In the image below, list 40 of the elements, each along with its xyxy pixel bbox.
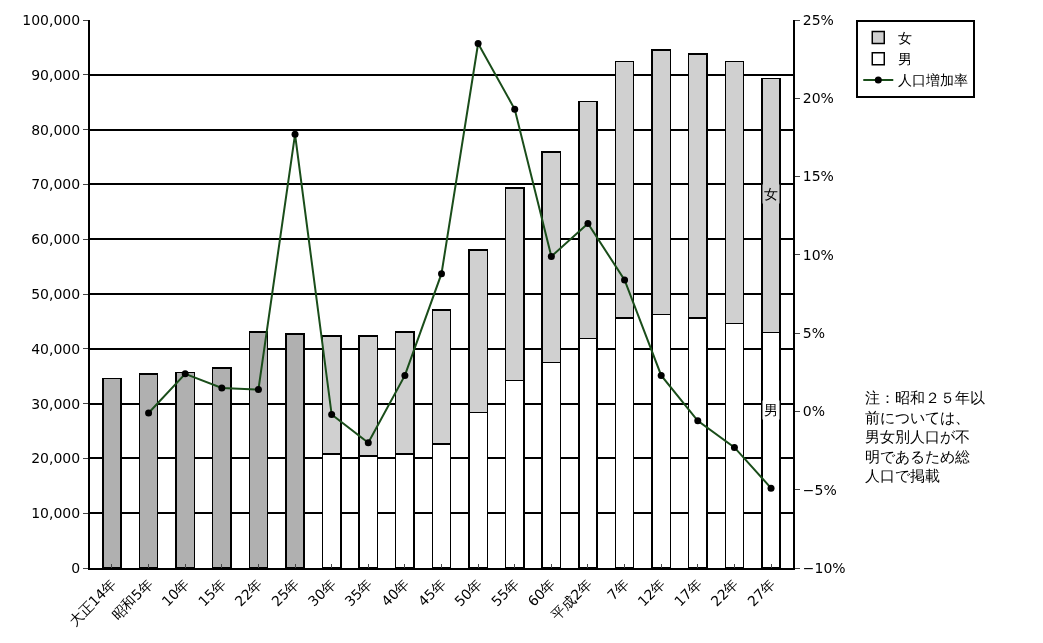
y2-tick-label: −5% — [802, 481, 837, 498]
annotation: 男 — [764, 402, 778, 418]
x-tick-label: 17年 — [671, 575, 705, 610]
x-tick-label: 15年 — [195, 575, 229, 610]
y-tick-label: 60,000 — [31, 231, 81, 248]
y-tick-label: 70,000 — [31, 176, 81, 193]
y-tick-label: 0 — [71, 559, 81, 576]
x-tick-label: 50年 — [451, 575, 486, 610]
x-tick-label: 12年 — [634, 575, 669, 610]
y-tick-label: 20,000 — [31, 450, 81, 467]
y2-tick-label: 25% — [802, 11, 834, 28]
x-tick-label: 22年 — [707, 575, 742, 610]
y2-tick-label: 10% — [802, 246, 834, 263]
y-tick-label: 100,000 — [22, 11, 81, 28]
text: 注：昭和２５年以前については、男女別人口が不明であるため総人口で掲載 — [865, 389, 985, 485]
x-tick-label: 35年 — [341, 575, 376, 610]
x-tick-label: 40年 — [378, 575, 412, 610]
y-tick-label: 50,000 — [31, 285, 81, 302]
y-tick-label: 40,000 — [31, 340, 81, 357]
y-tick-label: 90,000 — [31, 66, 81, 83]
legend-label: 人口増加率 — [898, 72, 969, 89]
x-tick-label: 45年 — [414, 575, 449, 610]
x-tick-label: 7年 — [604, 575, 632, 604]
annotation: 女 — [764, 186, 778, 202]
x-tick-label: 10年 — [158, 575, 193, 610]
x-tick-label: 25年 — [268, 575, 303, 610]
x-tick-label: 22年 — [231, 575, 266, 610]
y2-tick-label: 0% — [802, 403, 826, 420]
x-tick-label: 27年 — [744, 575, 779, 610]
x-tick-label: 30年 — [304, 575, 339, 610]
legend-label: 女 — [898, 30, 913, 47]
y2-tick-label: 20% — [802, 90, 834, 107]
y-tick-label: 10,000 — [31, 505, 81, 522]
y2-tick-label: 15% — [802, 168, 834, 185]
y-tick-label: 80,000 — [31, 121, 81, 138]
y2-tick-label: 5% — [802, 325, 826, 342]
y2-tick-label: −10% — [802, 559, 846, 576]
y-tick-label: 30,000 — [31, 395, 81, 412]
x-tick-label: 55年 — [487, 575, 522, 610]
legend-label: 男 — [898, 51, 913, 68]
